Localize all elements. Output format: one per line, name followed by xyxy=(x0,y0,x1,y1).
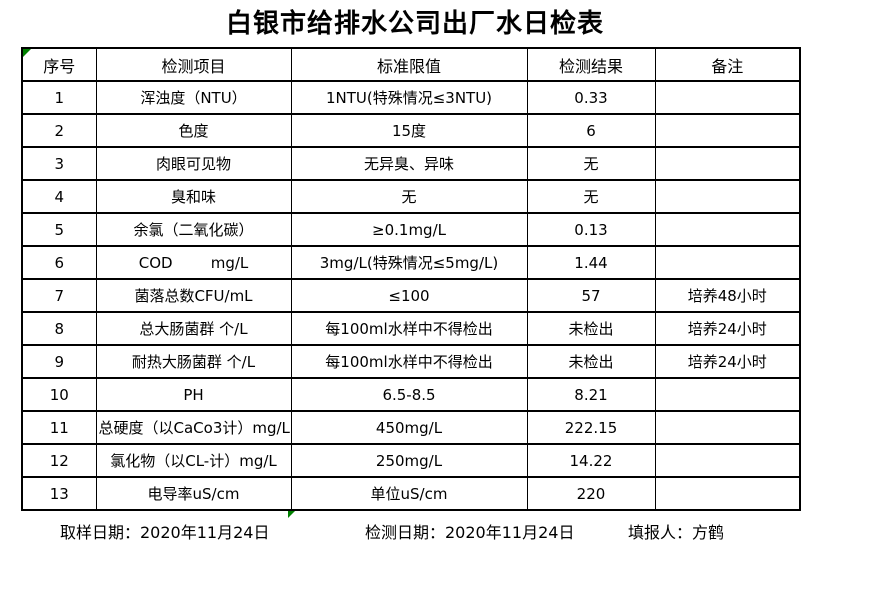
cell-result: 220 xyxy=(526,476,656,511)
cell-result: 无 xyxy=(526,146,656,181)
cell-remark xyxy=(654,377,801,412)
table-row: 9 耐热大肠菌群 个/L 每100ml水样中不得检出 未检出 培养24小时 xyxy=(21,344,801,379)
green-corner-marker-icon xyxy=(23,49,31,57)
table-row: 7 菌落总数CFU/mL ≤100 57 培养48小时 xyxy=(21,278,801,313)
cell-no: 1 xyxy=(21,80,97,115)
table-row: 2 色度 15度 6 xyxy=(21,113,801,148)
cell-no: 9 xyxy=(21,344,97,379)
cell-limit: 无 xyxy=(290,179,528,214)
cell-limit: 1NTU(特殊情况≤3NTU) xyxy=(290,80,528,115)
table-row: 6 COD mg/L 3mg/L(特殊情况≤5mg/L) 1.44 xyxy=(21,245,801,280)
cell-remark: 培养24小时 xyxy=(654,311,801,346)
cell-limit: 每100ml水样中不得检出 xyxy=(290,311,528,346)
cell-result: 0.13 xyxy=(526,212,656,247)
cell-no: 10 xyxy=(21,377,97,412)
cell-item: 浑浊度（NTU） xyxy=(95,80,292,115)
cell-remark xyxy=(654,443,801,478)
cell-item: PH xyxy=(95,377,292,412)
table-row: 13 电导率uS/cm 单位uS/cm 220 xyxy=(21,476,801,511)
footer: 取样日期：2020年11月24日 检测日期：2020年11月24日 填报人：方鹤 xyxy=(0,519,869,542)
cell-remark xyxy=(654,113,801,148)
cell-item: 菌落总数CFU/mL xyxy=(95,278,292,313)
cell-no: 7 xyxy=(21,278,97,313)
cell-remark: 培养24小时 xyxy=(654,344,801,379)
cell-item: 氯化物（以CL-计）mg/L xyxy=(95,443,292,478)
header-no: 序号 xyxy=(21,47,97,82)
cell-remark xyxy=(654,80,801,115)
reporter-label: 填报人：方鹤 xyxy=(628,523,725,542)
cell-item: 电导率uS/cm xyxy=(95,476,292,511)
cell-remark: 培养48小时 xyxy=(654,278,801,313)
cell-no: 11 xyxy=(21,410,97,445)
table-row: 1 浑浊度（NTU） 1NTU(特殊情况≤3NTU) 0.33 xyxy=(21,80,801,115)
cell-limit: 每100ml水样中不得检出 xyxy=(290,344,528,379)
cell-item: 总硬度（以CaCo3计）mg/L xyxy=(95,410,292,445)
cell-limit: 6.5-8.5 xyxy=(290,377,528,412)
cell-remark xyxy=(654,476,801,511)
cell-no: 2 xyxy=(21,113,97,148)
table-row: 11 总硬度（以CaCo3计）mg/L 450mg/L 222.15 xyxy=(21,410,801,445)
testing-date-label: 检测日期：2020年11月24日 xyxy=(365,523,575,542)
cell-remark xyxy=(654,179,801,214)
cell-no: 12 xyxy=(21,443,97,478)
cell-remark xyxy=(654,245,801,280)
table-header-row: 序号 检测项目 标准限值 检测结果 备注 xyxy=(21,47,801,82)
cell-item: 耐热大肠菌群 个/L xyxy=(95,344,292,379)
cell-limit: 单位uS/cm xyxy=(290,476,528,511)
table-row: 4 臭和味 无 无 xyxy=(21,179,801,214)
cell-no: 8 xyxy=(21,311,97,346)
cell-result: 无 xyxy=(526,179,656,214)
cell-result: 6 xyxy=(526,113,656,148)
cell-limit: 无异臭、异味 xyxy=(290,146,528,181)
header-result: 检测结果 xyxy=(526,47,656,82)
header-remark: 备注 xyxy=(654,47,801,82)
cell-result: 1.44 xyxy=(526,245,656,280)
cell-item: 余氯（二氧化碳） xyxy=(95,212,292,247)
cell-limit: 250mg/L xyxy=(290,443,528,478)
cell-result: 222.15 xyxy=(526,410,656,445)
cell-item: 色度 xyxy=(95,113,292,148)
header-item: 检测项目 xyxy=(95,47,292,82)
cell-item: 总大肠菌群 个/L xyxy=(95,311,292,346)
cell-result: 14.22 xyxy=(526,443,656,478)
sampling-date-label: 取样日期：2020年11月24日 xyxy=(60,523,270,542)
cell-result: 57 xyxy=(526,278,656,313)
page-title: 白银市给排水公司出厂水日检表 xyxy=(225,9,604,39)
cell-limit: ≥0.1mg/L xyxy=(290,212,528,247)
cell-remark xyxy=(654,146,801,181)
cell-no: 5 xyxy=(21,212,97,247)
cell-no: 3 xyxy=(21,146,97,181)
inspection-table: 序号 检测项目 标准限值 检测结果 备注 1 浑浊度（NTU） 1NTU(特殊情… xyxy=(21,47,801,511)
cell-item: COD mg/L xyxy=(95,245,292,280)
green-bottom-marker-icon xyxy=(288,511,295,518)
cell-remark xyxy=(654,212,801,247)
cell-remark xyxy=(654,410,801,445)
cell-no: 6 xyxy=(21,245,97,280)
cell-result: 未检出 xyxy=(526,311,656,346)
cell-result: 0.33 xyxy=(526,80,656,115)
table-row: 3 肉眼可见物 无异臭、异味 无 xyxy=(21,146,801,181)
table-row: 8 总大肠菌群 个/L 每100ml水样中不得检出 未检出 培养24小时 xyxy=(21,311,801,346)
cell-limit: 450mg/L xyxy=(290,410,528,445)
cell-item: 臭和味 xyxy=(95,179,292,214)
cell-result: 未检出 xyxy=(526,344,656,379)
cell-limit: ≤100 xyxy=(290,278,528,313)
table-row: 12 氯化物（以CL-计）mg/L 250mg/L 14.22 xyxy=(21,443,801,478)
cell-item: 肉眼可见物 xyxy=(95,146,292,181)
table-row: 10 PH 6.5-8.5 8.21 xyxy=(21,377,801,412)
cell-no: 13 xyxy=(21,476,97,511)
header-limit: 标准限值 xyxy=(290,47,528,82)
cell-no: 4 xyxy=(21,179,97,214)
cell-limit: 3mg/L(特殊情况≤5mg/L) xyxy=(290,245,528,280)
cell-limit: 15度 xyxy=(290,113,528,148)
table-row: 5 余氯（二氧化碳） ≥0.1mg/L 0.13 xyxy=(21,212,801,247)
cell-result: 8.21 xyxy=(526,377,656,412)
